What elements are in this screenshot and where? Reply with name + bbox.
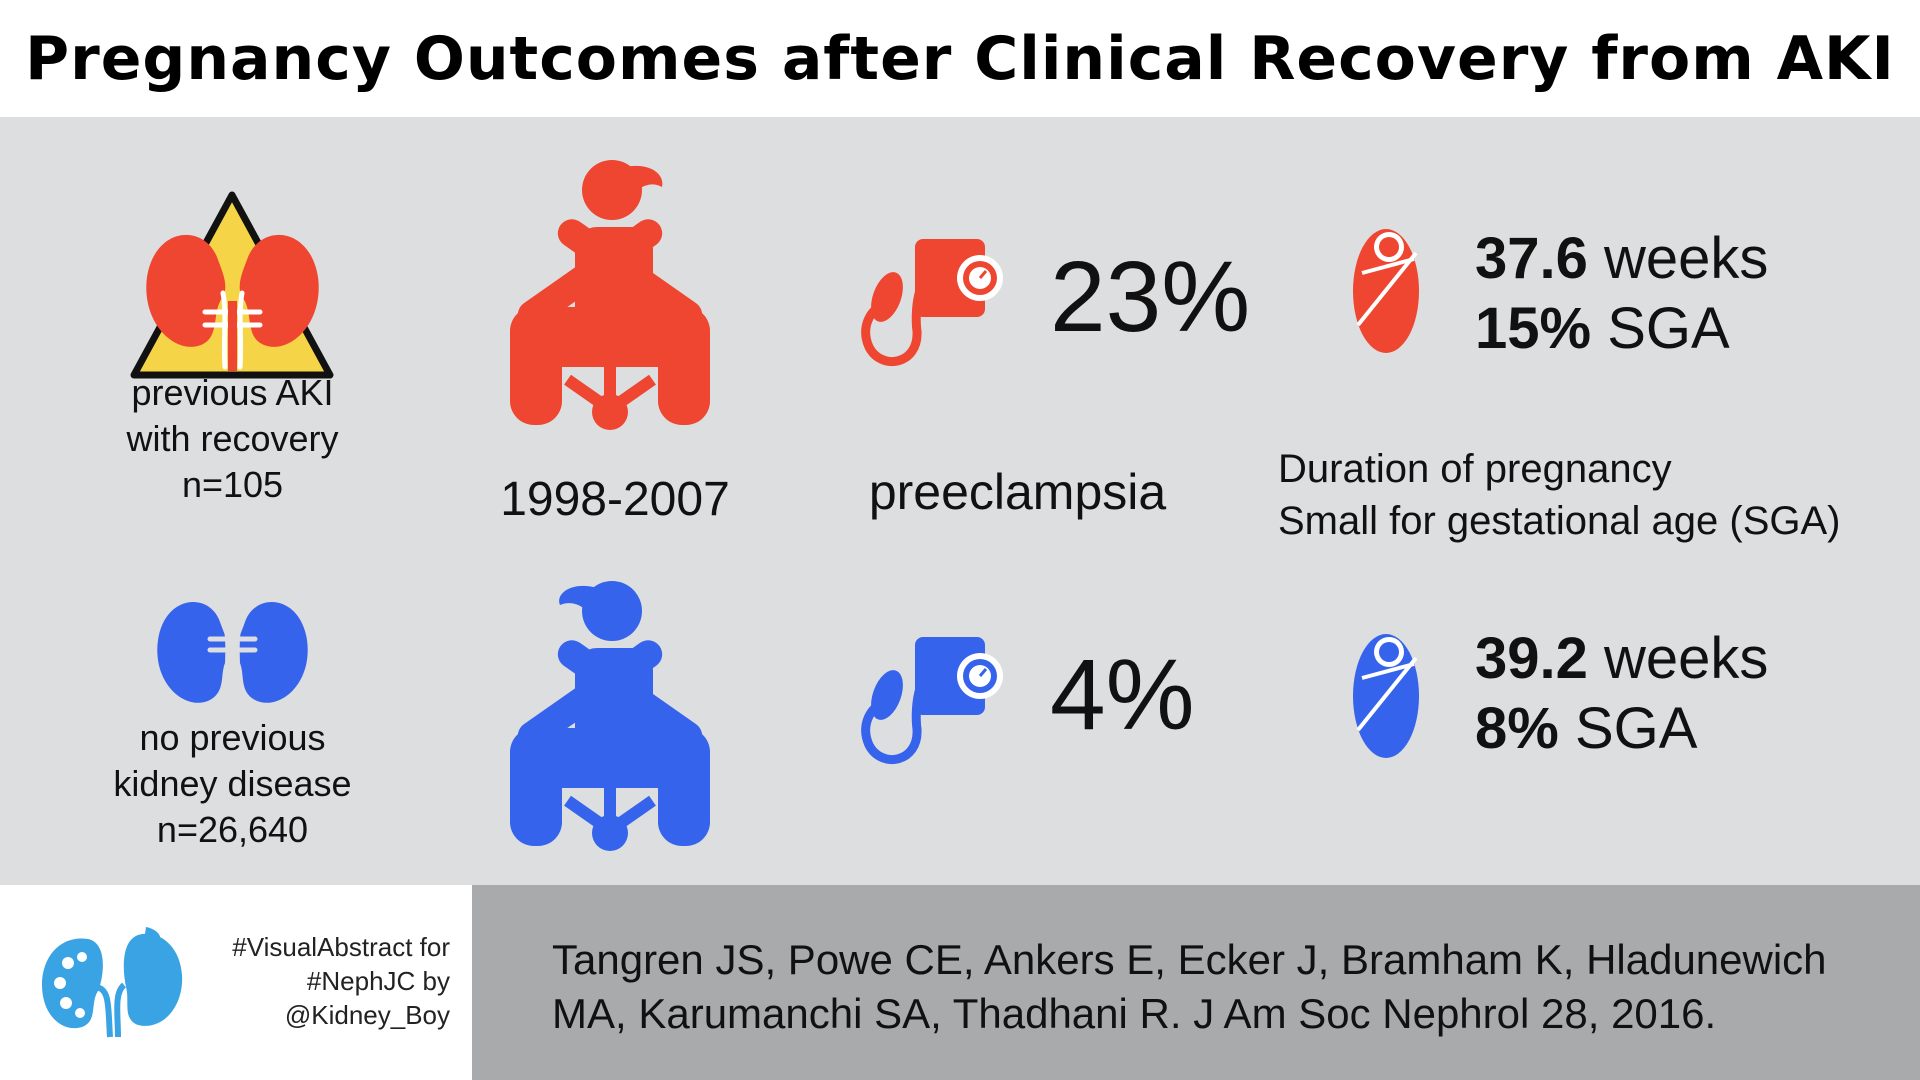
pregnant-woman-icon xyxy=(505,152,715,432)
period-label: 1998-2007 xyxy=(500,473,730,526)
kidney-warning-icon xyxy=(125,185,340,380)
main-panel: previous AKI with recovery n=105 xyxy=(0,117,1920,885)
pregnant-woman-icon xyxy=(505,573,715,853)
group2-n: n=26,640 xyxy=(156,809,309,850)
credit-line3: @Kidney_Boy xyxy=(284,1000,450,1030)
footer-credit-panel: #VisualAbstract for #NephJC by @Kidney_B… xyxy=(0,885,472,1080)
credit-line2: #NephJC by xyxy=(306,966,450,996)
preeclampsia-label: preeclampsia xyxy=(868,464,1167,520)
group2-sga-unit: SGA xyxy=(1558,696,1698,761)
group1-weeks-unit: weeks xyxy=(1587,226,1769,291)
title-bar: Pregnancy Outcomes after Clinical Recove… xyxy=(0,0,1920,117)
swaddled-baby-icon xyxy=(1352,225,1422,353)
definition-duration: Duration of pregnancy xyxy=(1278,447,1672,491)
group1-sga-unit: SGA xyxy=(1591,296,1730,361)
group1-sga-value: 15% xyxy=(1475,296,1592,361)
group2-sga: 8% SGA xyxy=(1475,694,1768,764)
group1-weeks: 37.6 weeks xyxy=(1475,224,1768,294)
group2-line2: kidney disease xyxy=(113,763,352,804)
citation: Tangren JS, Powe CE, Ankers E, Ecker J, … xyxy=(552,933,1912,1041)
group1-n: n=105 xyxy=(181,464,284,505)
group2-sga-value: 8% xyxy=(1475,696,1559,761)
footer-citation-panel: Tangren JS, Powe CE, Ankers E, Ecker J, … xyxy=(472,885,1920,1080)
group2-weeks-value: 39.2 xyxy=(1475,626,1588,691)
visual-abstract-credit: #VisualAbstract for #NephJC by @Kidney_B… xyxy=(200,930,450,1032)
swaddled-baby-icon xyxy=(1352,630,1422,758)
group1-preeclampsia-value: 23% xyxy=(1050,241,1251,353)
group1-line2: with recovery xyxy=(126,418,339,459)
group1-label: previous AKI with recovery n=105 xyxy=(60,370,405,508)
kidney-icon xyxy=(150,592,315,712)
nephjc-logo-icon xyxy=(38,927,188,1039)
group1-weeks-value: 37.6 xyxy=(1475,226,1588,291)
citation-line2: MA, Karumanchi SA, Thadhani R. J Am Soc … xyxy=(552,990,1717,1037)
group2-line1: no previous xyxy=(139,717,326,758)
group2-stats: 39.2 weeks 8% SGA xyxy=(1475,624,1768,764)
group1-sga: 15% SGA xyxy=(1475,294,1768,364)
credit-line1: #VisualAbstract for xyxy=(232,932,450,962)
definition-sga: Small for gestational age (SGA) xyxy=(1278,499,1841,543)
group1-line1: previous AKI xyxy=(131,372,334,413)
blood-pressure-cuff-icon xyxy=(855,239,1005,379)
outcome-definitions: Duration of pregnancy Small for gestatio… xyxy=(1278,443,1840,547)
blood-pressure-cuff-icon xyxy=(855,637,1005,777)
group2-weeks-unit: weeks xyxy=(1587,626,1769,691)
page-title: Pregnancy Outcomes after Clinical Recove… xyxy=(25,23,1895,94)
citation-line1: Tangren JS, Powe CE, Ankers E, Ecker J, … xyxy=(552,936,1827,983)
group2-label: no previous kidney disease n=26,640 xyxy=(60,715,405,853)
group1-stats: 37.6 weeks 15% SGA xyxy=(1475,224,1768,364)
group2-preeclampsia-value: 4% xyxy=(1050,639,1195,751)
group2-weeks: 39.2 weeks xyxy=(1475,624,1768,694)
